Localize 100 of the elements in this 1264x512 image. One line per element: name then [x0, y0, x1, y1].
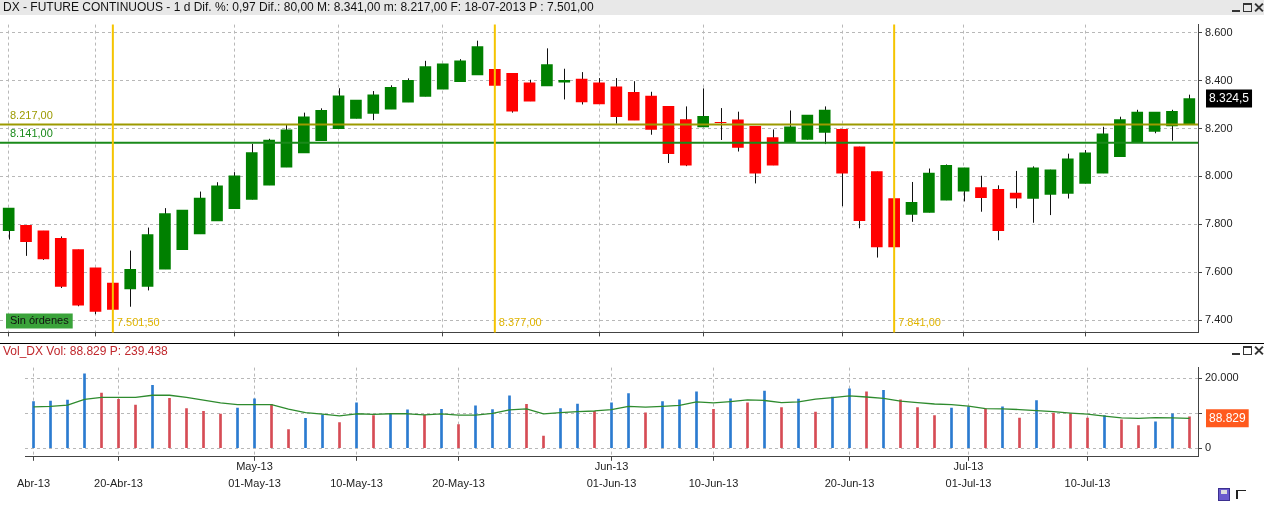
bar	[984, 408, 987, 448]
bar	[1137, 425, 1140, 448]
bar	[593, 411, 596, 448]
bar	[117, 399, 120, 448]
bar	[1069, 413, 1072, 448]
annotation: 7.841,00	[898, 315, 941, 328]
bar	[321, 414, 324, 448]
bar	[151, 385, 154, 448]
bar	[49, 400, 52, 448]
bar	[423, 414, 426, 448]
candlestick	[905, 181, 918, 223]
bar	[474, 405, 477, 448]
bar	[763, 390, 766, 448]
candlestick	[975, 175, 987, 213]
candlestick	[593, 77, 605, 105]
candlestick	[957, 167, 970, 202]
bar	[287, 429, 290, 448]
bar	[100, 392, 103, 448]
bar	[848, 388, 851, 448]
y-tick-label: 8.200	[1205, 121, 1233, 134]
bar	[355, 402, 358, 448]
bar	[304, 417, 307, 448]
bar	[1052, 412, 1055, 448]
y-tick-label: 7.600	[1205, 265, 1233, 278]
candlestick	[1009, 170, 1022, 209]
candlestick	[541, 47, 553, 87]
bar	[491, 409, 494, 448]
x-tick-label: 10-May-13	[330, 477, 383, 490]
bar	[644, 412, 647, 448]
bar	[899, 399, 902, 448]
bar	[1001, 406, 1004, 448]
bar	[712, 408, 715, 448]
y-tick-label: 0	[1205, 441, 1212, 454]
bar	[202, 411, 205, 448]
bar	[185, 408, 188, 448]
candlestick	[575, 71, 588, 105]
bar	[916, 407, 919, 448]
text: 8.324,5	[1209, 90, 1250, 105]
bar	[508, 395, 511, 448]
bar	[746, 402, 749, 448]
candlestick	[20, 224, 32, 257]
bar	[559, 408, 562, 448]
bar	[661, 401, 664, 448]
bar	[627, 393, 630, 448]
x-tick-label: 01-Jul-13	[945, 477, 992, 490]
ref-line-label: 8.217,00	[10, 108, 53, 121]
y-tick-label: 20.000	[1205, 371, 1239, 384]
bar	[83, 373, 86, 448]
bar	[865, 391, 868, 448]
y-tick-label: 8.600	[1205, 25, 1233, 38]
bar	[695, 391, 698, 448]
x-tick-label: 10-Jul-13	[1064, 477, 1111, 490]
bar	[831, 396, 834, 448]
bar	[729, 398, 732, 448]
text: Jul-13	[953, 459, 984, 472]
bar	[678, 399, 681, 448]
bar	[967, 406, 970, 448]
candlestick	[350, 99, 362, 119]
candlestick	[367, 90, 380, 121]
bar	[576, 403, 579, 448]
text: Jun-13	[594, 459, 629, 472]
bar	[525, 404, 528, 448]
annotation: 8.377,00	[498, 315, 542, 328]
bar	[236, 407, 239, 448]
text: May-13	[236, 459, 273, 472]
bar	[457, 424, 460, 448]
x-tick-label: Abr-13	[16, 477, 51, 490]
x-tick-label: 20-Abr-13	[94, 477, 143, 490]
bar	[338, 422, 341, 448]
bar	[1035, 400, 1038, 448]
bar	[610, 402, 613, 448]
candlestick	[2, 207, 15, 241]
bar	[1086, 417, 1089, 448]
bar	[372, 415, 375, 448]
y-tick-label: 7.800	[1205, 217, 1233, 230]
bar	[1188, 416, 1191, 448]
bar	[253, 398, 256, 448]
bar	[1018, 417, 1021, 448]
candlestick	[124, 250, 137, 308]
x-tick-label: 10-Jun-13	[688, 477, 739, 490]
bar	[219, 413, 222, 448]
bar	[882, 390, 885, 448]
bar	[389, 413, 392, 448]
text: 88.829	[1209, 410, 1247, 425]
bar	[406, 409, 409, 448]
bar	[1103, 415, 1106, 448]
candlestick	[784, 109, 796, 143]
bar	[66, 399, 69, 448]
bar	[32, 401, 35, 448]
y-tick-label: 8.000	[1205, 169, 1233, 182]
bar	[440, 408, 443, 448]
bar	[814, 411, 817, 448]
annotation: 7.501,50	[116, 315, 160, 328]
x-tick-label: 20-Jun-13	[824, 477, 875, 490]
bar	[933, 415, 936, 448]
x-tick-label: 20-May-13	[432, 477, 485, 490]
x-tick-label: 01-May-13	[228, 477, 281, 490]
annotation: Sin órdenes	[10, 313, 70, 326]
candlestick	[558, 68, 571, 100]
bar	[780, 407, 783, 448]
